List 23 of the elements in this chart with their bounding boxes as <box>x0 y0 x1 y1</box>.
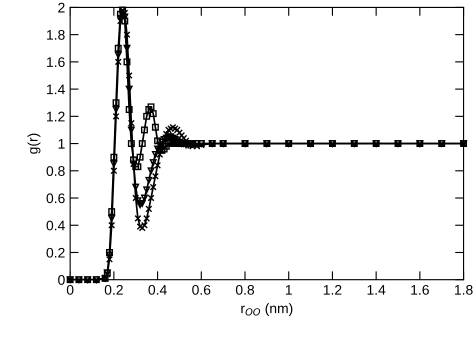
x-tick-label: 1.8 <box>454 284 473 295</box>
x-tick-label: 1.6 <box>411 284 429 295</box>
x-tick-label: 1.2 <box>324 284 342 295</box>
x-axis-title: r$_{OO}$ (nm) <box>241 303 292 316</box>
y-tick-label: 0.6 <box>46 193 65 204</box>
x-tick-label: 0.8 <box>236 284 254 295</box>
y-tick-label: 0.4 <box>46 220 65 230</box>
y-tick-label: 0 <box>58 275 65 285</box>
y-tick-label: 1.6 <box>47 57 65 68</box>
x-tick-label: 0.2 <box>104 284 123 295</box>
x-tick-label: 0.6 <box>192 284 210 295</box>
y-tick-label: 1 <box>58 139 65 149</box>
y-tick-label: 2 <box>58 2 65 12</box>
x-tick-label: 0.4 <box>148 284 167 295</box>
y-tick-label: 0.8 <box>46 166 65 176</box>
x-tick-label: 0 <box>66 284 74 295</box>
x-tick-label: 1 <box>286 285 292 295</box>
y-axis-title: g(r) <box>27 134 40 154</box>
y-tick-label: 1.4 <box>47 84 65 94</box>
y-tick-label: 0.2 <box>46 248 65 258</box>
y-tick-label: 1.2 <box>47 112 65 122</box>
y-tick-label: 1.8 <box>47 30 65 40</box>
x-tick-label: 1.4 <box>368 285 386 295</box>
